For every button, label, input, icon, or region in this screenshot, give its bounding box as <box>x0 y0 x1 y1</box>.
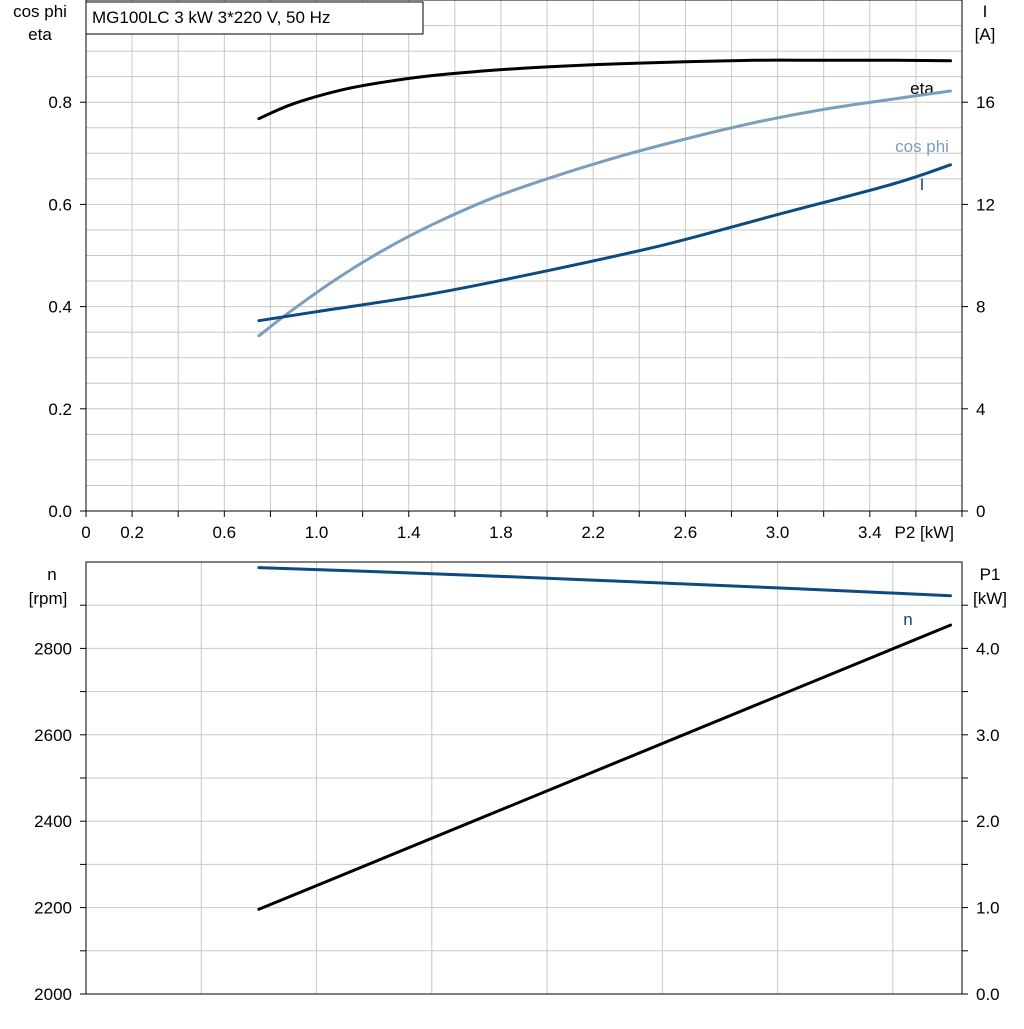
y-left-tick-label: 0.4 <box>48 298 72 317</box>
y-left-axis-title-2: eta <box>28 25 52 44</box>
y-right-axis-title-2: [kW] <box>973 589 1007 608</box>
x-axis-title: P2 [kW] <box>894 523 954 542</box>
y-right-tick-label: 12 <box>976 195 995 214</box>
x-tick-label: 0 <box>81 523 90 542</box>
y-left-tick-label: 2200 <box>34 899 72 918</box>
plot-frame <box>85 0 963 512</box>
series-line-eta <box>257 58 952 121</box>
y-right-tick-label: 0 <box>976 502 985 521</box>
x-tick-label: 2.6 <box>674 523 698 542</box>
top-chart: 0.0 0.2 0.4 0.6 0.8 0 4 8 12 16 0 0.2 0.6 1.0 1.4 1.8 2.… <box>13 0 995 542</box>
series-label-cos-phi: cos phi <box>895 137 949 156</box>
legend-box: MG100LC 3 kW 3*220 V, 50 Hz <box>85 1 424 35</box>
y-right-tick-label: 3.0 <box>976 726 1000 745</box>
x-tick-label: 2.2 <box>581 523 605 542</box>
series-label-n: n <box>903 610 912 629</box>
x-tick-label: 3.4 <box>858 523 882 542</box>
y-left-tick-label: 0.8 <box>48 93 72 112</box>
y-right-axis-title-2: [A] <box>975 25 996 44</box>
y-right-tick-label: 2.0 <box>976 812 1000 831</box>
x-tick-label: 0.6 <box>212 523 236 542</box>
y-left-tick-label: 2400 <box>34 812 72 831</box>
bottom-chart: 2000 2200 2400 2600 2800 0.0 1.0 2.0 3.0 4.0 n [rpm… <box>29 561 1007 1004</box>
y-left-axis-title: cos phi <box>13 2 67 21</box>
x-tick-label: 1.8 <box>489 523 513 542</box>
series-line-cos-phi <box>257 89 952 338</box>
y-left-tick-label: 0.6 <box>48 195 72 214</box>
x-tick-label: 1.0 <box>305 523 329 542</box>
series-line-i <box>257 163 952 323</box>
y-left-tick-label: 0.2 <box>48 400 72 419</box>
y-right-tick-label: 1.0 <box>976 899 1000 918</box>
x-tick-label: 1.4 <box>397 523 421 542</box>
y-right-tick-label: 4.0 <box>976 639 1000 658</box>
y-left-axis-title: n <box>47 565 56 584</box>
y-right-axis-title: P1 <box>980 565 1001 584</box>
y-right-tick-label: 4 <box>976 400 985 419</box>
y-right-tick-label: 0.0 <box>976 985 1000 1004</box>
y-left-axis-title-2: [rpm] <box>29 589 68 608</box>
x-tick-label: 3.0 <box>766 523 790 542</box>
y-right-tick-label: 8 <box>976 298 985 317</box>
y-right-tick-label: 16 <box>976 93 995 112</box>
y-right-axis-title: I <box>983 2 988 21</box>
series-line-n <box>257 566 952 598</box>
y-left-tick-label: 2600 <box>34 726 72 745</box>
legend-text: MG100LC 3 kW 3*220 V, 50 Hz <box>92 8 330 27</box>
y-left-tick-label: 2800 <box>34 639 72 658</box>
y-left-tick-label: 2000 <box>34 985 72 1004</box>
x-tick-label: 0.2 <box>120 523 144 542</box>
series-label-i: I <box>920 175 925 194</box>
series-line-p1 <box>257 623 952 911</box>
y-left-tick-label: 0.0 <box>48 502 72 521</box>
legend-frame <box>85 1 424 35</box>
